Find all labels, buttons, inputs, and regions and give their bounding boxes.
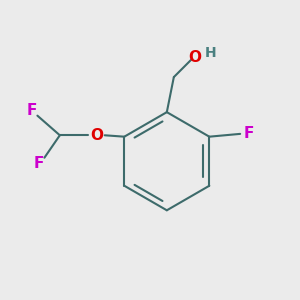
Text: F: F <box>243 126 254 141</box>
Text: F: F <box>27 103 37 118</box>
Text: H: H <box>205 46 216 60</box>
Text: O: O <box>188 50 201 65</box>
Text: F: F <box>34 156 44 171</box>
Text: O: O <box>90 128 103 143</box>
